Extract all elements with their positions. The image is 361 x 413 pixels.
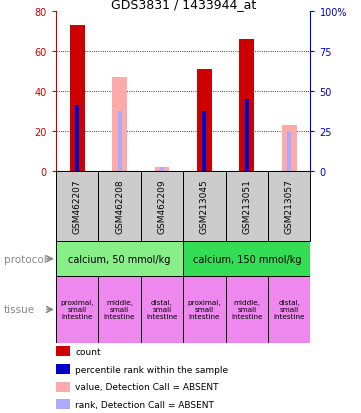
Bar bbox=[56, 382, 70, 392]
Text: value, Detection Call = ABSENT: value, Detection Call = ABSENT bbox=[75, 382, 218, 391]
Bar bbox=[70, 26, 84, 171]
Text: calcium, 150 mmol/kg: calcium, 150 mmol/kg bbox=[192, 254, 301, 264]
Bar bbox=[160, 167, 164, 171]
Bar bbox=[141, 277, 183, 343]
Text: GSM213045: GSM213045 bbox=[200, 179, 209, 234]
Text: percentile rank within the sample: percentile rank within the sample bbox=[75, 365, 228, 374]
Text: GSM462207: GSM462207 bbox=[73, 179, 82, 234]
Title: GDS3831 / 1433944_at: GDS3831 / 1433944_at bbox=[110, 0, 256, 11]
Text: proximal,
small
intestine: proximal, small intestine bbox=[60, 300, 94, 320]
Text: proximal,
small
intestine: proximal, small intestine bbox=[188, 300, 221, 320]
Bar bbox=[268, 171, 310, 242]
Bar bbox=[202, 112, 206, 171]
Text: middle,
small
intestine: middle, small intestine bbox=[231, 300, 262, 320]
Bar bbox=[117, 112, 122, 171]
Bar bbox=[98, 171, 141, 242]
Bar bbox=[56, 347, 70, 356]
Bar bbox=[112, 78, 127, 171]
Bar bbox=[268, 277, 310, 343]
Text: GSM213057: GSM213057 bbox=[285, 179, 294, 234]
Text: tissue: tissue bbox=[4, 305, 35, 315]
Bar bbox=[245, 100, 249, 171]
Bar bbox=[183, 171, 226, 242]
Text: protocol: protocol bbox=[4, 254, 46, 264]
Bar bbox=[141, 171, 183, 242]
Text: rank, Detection Call = ABSENT: rank, Detection Call = ABSENT bbox=[75, 400, 214, 409]
Bar bbox=[287, 132, 291, 171]
Text: GSM462208: GSM462208 bbox=[115, 179, 124, 234]
Bar bbox=[197, 70, 212, 171]
Text: count: count bbox=[75, 347, 101, 356]
Text: distal,
small
intestine: distal, small intestine bbox=[146, 300, 178, 320]
Bar bbox=[56, 242, 183, 277]
Text: calcium, 50 mmol/kg: calcium, 50 mmol/kg bbox=[68, 254, 171, 264]
Bar bbox=[183, 277, 226, 343]
Bar bbox=[226, 277, 268, 343]
Bar bbox=[98, 277, 141, 343]
Bar bbox=[239, 40, 254, 171]
Bar bbox=[56, 171, 98, 242]
Bar bbox=[56, 399, 70, 409]
Bar bbox=[155, 167, 169, 171]
Bar bbox=[56, 277, 98, 343]
Bar bbox=[75, 106, 79, 171]
Text: GSM213051: GSM213051 bbox=[242, 179, 251, 234]
Bar bbox=[56, 364, 70, 374]
Bar bbox=[183, 242, 310, 277]
Bar bbox=[226, 171, 268, 242]
Bar bbox=[282, 126, 297, 171]
Text: middle,
small
intestine: middle, small intestine bbox=[104, 300, 135, 320]
Text: GSM462209: GSM462209 bbox=[157, 179, 166, 234]
Text: distal,
small
intestine: distal, small intestine bbox=[274, 300, 305, 320]
